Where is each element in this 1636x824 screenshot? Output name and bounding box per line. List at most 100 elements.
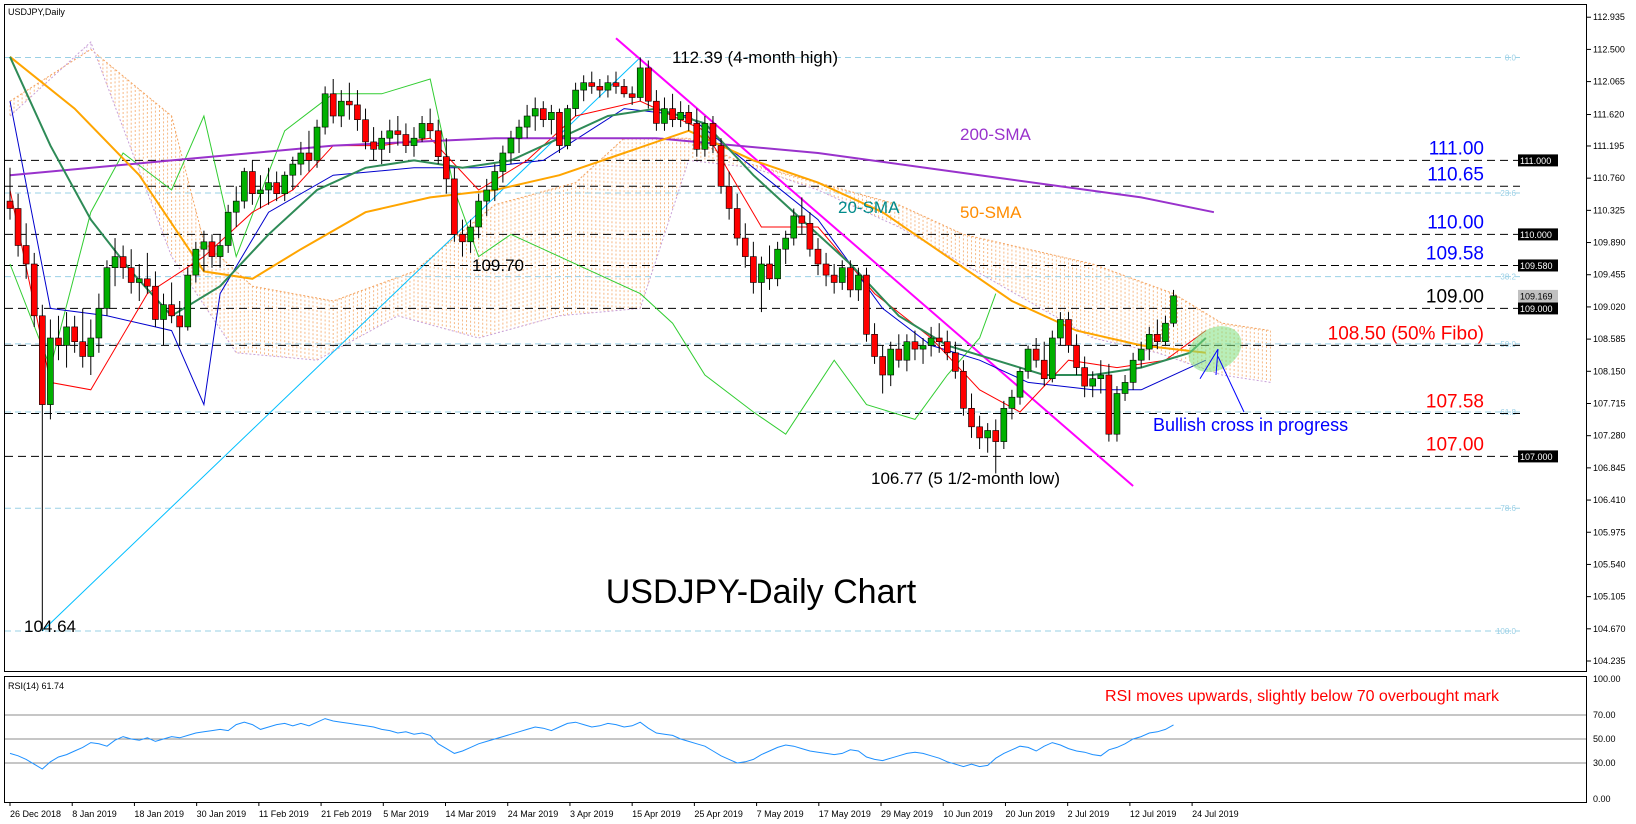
candle-body [434,130,442,158]
candle-body [903,341,911,361]
candle-body [984,430,991,439]
candle-body [273,182,280,195]
downtrend-line [615,37,1134,487]
candle-body [321,93,329,128]
sma200-label: 200-SMA [960,125,1032,144]
candle-body [515,126,523,139]
candle-body [119,256,127,269]
date-tick-label: 2 Jul 2019 [1068,809,1110,819]
candle-body [127,267,135,283]
bullish-cross-highlight [1188,326,1242,373]
main-panel-frame [4,4,1587,672]
price-tick-label: 110.760 [1593,173,1625,183]
rsi-note: RSI moves upwards, slightly below 70 ove… [1105,688,1500,705]
candle-body [580,82,587,91]
level-label: 109.00 [1426,286,1484,307]
candle-body [337,100,345,117]
candle-body [1162,322,1169,343]
candle-body [774,248,781,280]
candle-body [733,208,741,239]
candle-body [847,267,854,291]
price-marker-box [1518,289,1558,302]
price-tick-label: 110.325 [1593,205,1625,215]
date-tick-label: 20 Jun 2019 [1005,809,1055,819]
rsi-tick-label: 0.00 [1593,794,1611,804]
price-marker-label: 111.000 [1520,156,1551,166]
rsi-label: RSI(14) 61.74 [8,681,64,691]
price-tick-label: 109.020 [1593,302,1626,312]
candle-body [822,263,830,276]
price-tick-label: 105.540 [1593,559,1626,569]
price-tick-label: 111.195 [1593,141,1624,151]
date-tick-label: 15 Apr 2019 [632,809,681,819]
fibo-label: 61.8 [1500,408,1516,417]
sma200-line [9,137,1215,214]
candle-body [232,200,240,213]
candle-body [911,341,919,350]
price-marker-label: 110.000 [1520,230,1552,240]
candle-body [814,248,822,265]
candle-body [467,226,474,243]
candle-body [1170,295,1177,324]
candle-body [1000,407,1008,442]
candle-body [645,67,652,102]
candle-body [653,100,660,124]
candle-body [750,256,757,283]
candle-body [927,337,935,346]
annotation-low: 106.77 (5 1/2-month low) [871,469,1060,488]
candle-body [588,82,596,87]
uptrend-line [41,57,641,632]
price-axis: 112.935 112.500 112.065 111.620 111.195 110.7… [1518,12,1626,666]
trendlines [41,37,1134,632]
candle-body [1097,374,1105,379]
candle-body [539,108,547,120]
candle-body [507,137,515,154]
candle-body [79,341,87,357]
candle-body [426,123,434,132]
price-marker-box [1518,154,1558,167]
candle-body [451,178,458,235]
candle-body [548,112,555,121]
candle-body [887,348,895,376]
candle-body [55,337,62,346]
sma50-line [9,56,1206,354]
fibo-label: 0.0 [1505,54,1517,63]
price-tick-label: 109.890 [1593,238,1626,248]
candle-body [741,237,749,257]
date-tick-label: 11 Feb 2019 [259,809,309,819]
candle-body [95,308,103,339]
candle-body [257,189,264,194]
candle-body [960,370,967,409]
date-axis: 26 Dec 2018 8 Jan 2019 18 Jan 2019 30 Jan 2… [9,802,1239,819]
rsi-tick-label: 70.00 [1593,710,1616,720]
candle-body [976,426,983,439]
price-tick-label: 107.280 [1593,431,1626,441]
date-tick-label: 7 May 2019 [757,809,804,819]
chart-title: USDJPY-Daily Chart [606,573,917,611]
candle-body [71,326,78,342]
candle-body [612,82,620,87]
date-tick-label: 8 Jan 2019 [72,809,117,819]
sma20-line [9,56,1207,376]
candle-body [491,171,499,191]
date-tick-label: 26 Dec 2018 [10,809,61,819]
candle-body [1081,367,1088,387]
candle-body [135,278,143,283]
date-tick-label: 29 May 2019 [881,809,933,819]
candle-body [200,241,208,250]
candle-body [176,315,183,328]
kijun-line [9,101,1207,407]
rsi-panel-frame [4,676,1587,803]
candle-body [669,108,676,120]
sma20-label: 20-SMA [838,198,900,217]
candle-body [14,208,22,246]
candle-body [22,245,30,265]
level-label: 107.58 [1426,391,1484,412]
candle-body [459,234,466,243]
candle-body [790,215,798,239]
level-label: 109.58 [1426,243,1484,264]
level-label: 108.50 (50% Fibo) [1328,323,1484,344]
candle-body [879,356,886,376]
date-tick-label: 24 Mar 2019 [508,809,559,819]
